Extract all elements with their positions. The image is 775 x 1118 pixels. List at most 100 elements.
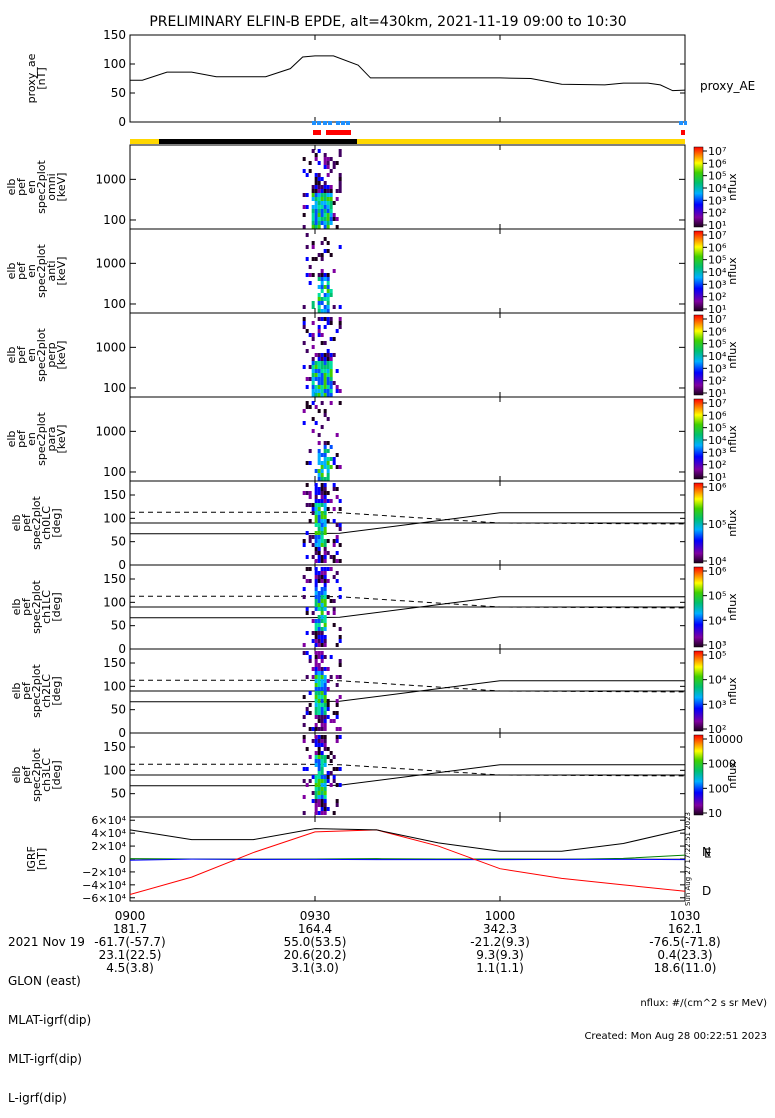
footer-value: 0930: [299, 909, 331, 923]
spectrogram-pixel: [302, 587, 306, 591]
spectrogram-pixel: [320, 461, 324, 465]
spectrogram-pixel: [326, 317, 330, 321]
spectrogram-pixel: [323, 707, 327, 711]
spectrogram-pixel: [329, 655, 333, 659]
footer-value: 4.5(3.8): [106, 961, 154, 975]
footer-value: 0900: [114, 909, 146, 923]
spectrogram-pixel: [311, 357, 315, 361]
colorbar-tick-label: 10⁵: [708, 590, 726, 603]
spectrogram-pixel: [323, 209, 327, 213]
spectrogram-pixel: [314, 711, 318, 715]
spectrogram-pixel: [317, 461, 321, 465]
spectrogram-pixel: [323, 197, 327, 201]
colorbar-tick-label: 10²: [708, 207, 726, 220]
spectrogram-pixel: [329, 393, 333, 397]
spectrogram-pixel: [317, 555, 321, 559]
y-axis-label: pef: [20, 681, 33, 700]
spectrogram-pixel: [329, 185, 333, 189]
spectrogram-pixel: [323, 635, 327, 639]
spectrogram-pixel: [311, 333, 315, 337]
loss-cone-line: [130, 512, 685, 535]
spectrogram-pixel: [308, 519, 312, 523]
spectrogram-pixel: [326, 385, 330, 389]
spectrogram-pixel: [302, 595, 306, 599]
spectrogram-pixel: [323, 739, 327, 743]
spectrogram-pixel: [326, 381, 330, 385]
footer-column: 0900 181.7 -61.7(-57.7) 23.1(22.5) 4.5(3.8): [80, 910, 180, 975]
spectrogram-pixel: [317, 559, 321, 563]
spectrogram-pixel: [332, 811, 336, 815]
spectrogram-pixel: [320, 301, 324, 305]
spectrogram-pixel: [317, 185, 321, 189]
spectrogram-pixel: [305, 385, 309, 389]
spectrogram-pixel: [320, 499, 324, 503]
spectrogram-pixel: [332, 575, 336, 579]
spectrogram-pixel: [308, 273, 312, 277]
spectrogram-pixel: [314, 515, 318, 519]
spectrogram-pixel: [320, 811, 324, 815]
spectrogram-pixel: [326, 365, 330, 369]
spectrogram-pixel: [329, 719, 333, 723]
spectrogram-pixel: [323, 547, 327, 551]
chart-title: PRELIMINARY ELFIN-B EPDE, alt=430km, 202…: [149, 14, 626, 30]
spectrogram-pixel: [314, 755, 318, 759]
spectrogram-pixel: [302, 795, 306, 799]
y-axis-label: proxy_ae: [25, 53, 38, 103]
spectrogram-pixel: [317, 531, 321, 535]
igrf-series-line: [129, 828, 686, 852]
spectrogram-pixel: [338, 321, 342, 325]
spectrogram-pixel: [338, 587, 342, 591]
spectrogram-pixel: [329, 221, 333, 225]
anti-loss-cone-line: [130, 595, 686, 609]
spectrogram-pixel: [323, 579, 327, 583]
spectrogram-pixel: [314, 723, 318, 727]
spectrogram-pixel: [323, 389, 327, 393]
spectrogram-pixel: [335, 433, 339, 437]
colorbar-tick-label: 10⁷: [708, 145, 726, 158]
y-axis-label: omni: [45, 173, 58, 200]
spectrogram-pixel: [302, 225, 306, 229]
spectrogram-pixel: [317, 177, 321, 181]
spectrogram-pixel: [323, 743, 327, 747]
spectrogram-pixel: [314, 153, 318, 157]
spectrogram-pixel: [317, 571, 321, 575]
spectrogram-pixel: [326, 285, 330, 289]
spectrogram-pixel: [326, 221, 330, 225]
y-tick-label: 1000: [95, 172, 126, 186]
spectrogram-pixel: [323, 393, 327, 397]
spectrogram-pixel: [314, 559, 318, 563]
spectrogram-pixel: [323, 595, 327, 599]
y-axis-label: [deg]: [50, 760, 63, 789]
spectrogram-pixel: [317, 755, 321, 759]
spectrogram-pixel: [323, 341, 327, 345]
colorbar-tick-label: 10⁵: [708, 254, 726, 267]
spectrogram-pixel: [314, 157, 318, 161]
spectrogram-pixel: [314, 373, 318, 377]
spectrogram-pixel: [314, 575, 318, 579]
spectrogram-pixel: [326, 699, 330, 703]
spectrogram-pixel: [326, 491, 330, 495]
y-axis-label: elb: [10, 599, 23, 616]
spectrogram-pixel: [308, 703, 312, 707]
spectrogram-pixel: [323, 499, 327, 503]
y-tick-label: 100: [103, 595, 126, 609]
y-axis-label: [nT]: [35, 67, 48, 89]
spectrogram-pixel: [320, 687, 324, 691]
spectrogram-pixel: [323, 445, 327, 449]
spectrogram-pixel: [326, 161, 330, 165]
spectrogram-pixel: [311, 401, 315, 405]
spectrogram-pixel: [317, 775, 321, 779]
spectrogram-pixel: [323, 607, 327, 611]
colorbar-tick-label: 10³: [708, 194, 726, 207]
spectrogram-pixel: [329, 193, 333, 197]
spectrogram-pixel: [338, 627, 342, 631]
spectrogram-pixel: [329, 675, 333, 679]
y-tick-label: 0: [118, 558, 126, 572]
spectrogram-pixel: [323, 449, 327, 453]
y-axis-label: ch0LC: [40, 506, 53, 540]
spectrogram-pixel: [329, 289, 333, 293]
spectrogram-pixel: [314, 651, 318, 655]
spectrogram-pixel: [314, 735, 318, 739]
spectrogram-pixel: [311, 377, 315, 381]
